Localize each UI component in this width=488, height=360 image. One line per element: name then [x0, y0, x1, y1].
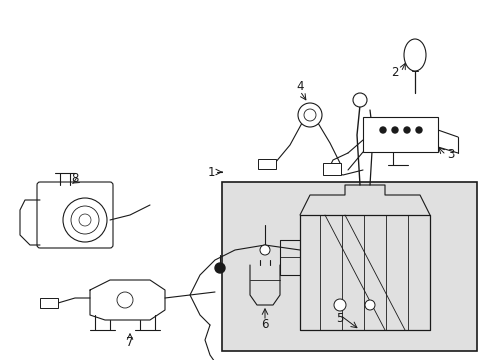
- Bar: [362, 117, 437, 152]
- Text: 6: 6: [261, 319, 268, 332]
- FancyBboxPatch shape: [37, 182, 113, 248]
- Text: 3: 3: [446, 148, 453, 162]
- Circle shape: [79, 214, 91, 226]
- Text: 8: 8: [71, 171, 79, 184]
- Circle shape: [260, 245, 269, 255]
- Circle shape: [63, 198, 107, 242]
- Bar: [222, 182, 476, 351]
- Bar: [323, 163, 340, 175]
- Circle shape: [364, 300, 374, 310]
- Circle shape: [391, 127, 397, 133]
- Circle shape: [215, 263, 224, 273]
- Circle shape: [297, 103, 321, 127]
- Circle shape: [333, 299, 346, 311]
- Circle shape: [117, 292, 133, 308]
- Bar: [40, 298, 58, 308]
- Text: 7: 7: [126, 336, 134, 348]
- Circle shape: [415, 127, 421, 133]
- Text: 4: 4: [296, 81, 303, 94]
- Text: 5: 5: [336, 311, 343, 324]
- Circle shape: [304, 109, 315, 121]
- Circle shape: [352, 93, 366, 107]
- Circle shape: [379, 127, 385, 133]
- Text: 1: 1: [207, 166, 215, 179]
- Bar: [258, 159, 275, 169]
- Circle shape: [403, 127, 409, 133]
- Circle shape: [71, 206, 99, 234]
- Text: 2: 2: [391, 66, 398, 78]
- Ellipse shape: [403, 39, 425, 71]
